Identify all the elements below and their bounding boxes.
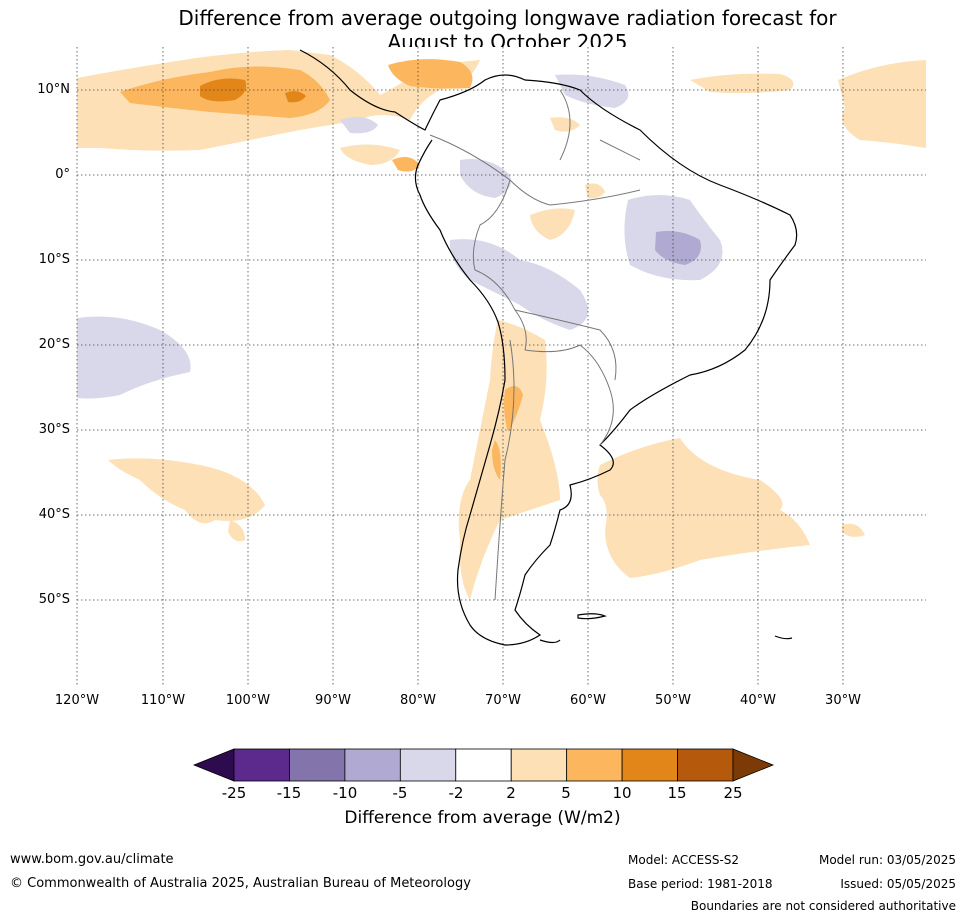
lat-label-0: 0°: [55, 167, 70, 182]
lon-label-120w: 120°W: [54, 693, 100, 708]
model-run-text: Model run: 03/05/2025: [818, 853, 956, 867]
colorbar-swatch: [455, 748, 512, 782]
colorbar-arrow-high: [732, 748, 775, 782]
colorbar-tick: -15: [276, 784, 302, 802]
copyright-text: © Commonwealth of Australia 2025, Austra…: [10, 876, 471, 891]
lon-label-60w: 60°W: [570, 693, 606, 708]
model-text: Model: ACCESS-S2: [628, 853, 740, 867]
colorbar-tick: 5: [561, 784, 571, 802]
colorbar-swatch: [566, 748, 623, 782]
base-period-text: Base period: 1981-2018: [628, 877, 773, 891]
lon-label-30w: 30°W: [825, 693, 861, 708]
lat-label-40s: 40°S: [38, 507, 70, 522]
colorbar-tick: -10: [332, 784, 358, 802]
map-title: Difference from average outgoing longwav…: [0, 6, 965, 54]
colorbar-tick: 25: [723, 784, 743, 802]
colorbar-tick: -2: [448, 784, 464, 802]
lon-label-40w: 40°W: [740, 693, 776, 708]
colorbar-swatch: [510, 748, 568, 782]
anomaly-positive-regions: [77, 50, 926, 600]
lat-label-10s: 10°S: [38, 252, 70, 267]
issued-text: Issued: 05/05/2025: [840, 877, 956, 891]
colorbar-tick: 10: [612, 784, 632, 802]
country-borders: [429, 89, 641, 601]
colorbar-swatches: [192, 748, 775, 782]
colorbar-tick: 15: [667, 784, 687, 802]
colorbar-arrow-low: [192, 748, 235, 782]
colorbar-swatch: [399, 748, 457, 782]
lat-label-50s: 50°S: [38, 592, 70, 607]
lat-label-30s: 30°S: [38, 422, 70, 437]
colorbar-swatch: [677, 748, 734, 782]
lat-label-10n: 10°N: [37, 82, 70, 97]
disclaimer-text: Boundaries are not considered authoritat…: [690, 899, 956, 913]
colorbar-swatch: [289, 748, 346, 782]
colorbar-label: Difference from average (W/m2): [344, 808, 621, 828]
gridlines: [76, 47, 926, 685]
colorbar-swatch: [621, 748, 678, 782]
lon-label-100w: 100°W: [225, 693, 271, 708]
lon-label-50w: 50°W: [655, 693, 691, 708]
lon-label-70w: 70°W: [485, 693, 521, 708]
colorbar-swatch: [344, 748, 401, 782]
colorbar-tick: 2: [506, 784, 516, 802]
lat-label-20s: 20°S: [38, 337, 70, 352]
lon-label-80w: 80°W: [400, 693, 436, 708]
anomaly-negative-regions: [77, 74, 723, 399]
lon-label-110w: 110°W: [140, 693, 186, 708]
colorbar-tick: -25: [221, 784, 247, 802]
colorbar-tick: -5: [392, 784, 408, 802]
title-line-1: Difference from average outgoing longwav…: [178, 6, 837, 30]
website-link[interactable]: www.bom.gov.au/climate: [10, 852, 174, 867]
colorbar-swatch: [233, 748, 290, 782]
coastlines: [299, 49, 798, 646]
lon-label-90w: 90°W: [315, 693, 351, 708]
